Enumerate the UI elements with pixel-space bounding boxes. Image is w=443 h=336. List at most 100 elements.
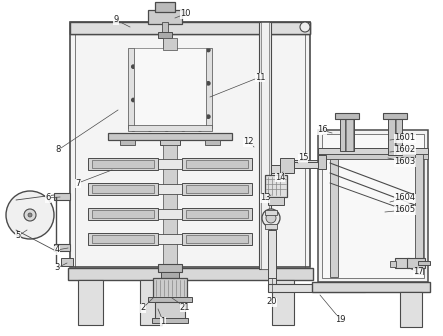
Bar (163, 145, 177, 270)
Bar (152, 318, 188, 323)
Circle shape (6, 191, 54, 239)
Text: 2: 2 (140, 303, 146, 312)
Bar (158, 184, 182, 194)
Bar (134, 48, 206, 125)
Bar (335, 113, 359, 119)
Bar (294, 162, 324, 168)
Bar (54, 193, 70, 200)
Bar (415, 154, 423, 274)
Bar (388, 117, 402, 155)
Text: 1604: 1604 (394, 194, 416, 203)
Text: 17: 17 (413, 267, 424, 277)
Bar (158, 32, 172, 38)
Bar (418, 261, 430, 265)
Bar (92, 160, 154, 168)
Text: 11: 11 (255, 73, 265, 82)
Text: 1603: 1603 (394, 158, 416, 167)
Bar (88, 183, 158, 195)
Bar (318, 130, 428, 282)
Bar (390, 261, 396, 267)
Bar (265, 224, 277, 229)
Bar (268, 230, 276, 280)
Bar (70, 22, 310, 34)
Text: 10: 10 (180, 9, 190, 18)
Bar (148, 297, 192, 302)
Bar (322, 134, 424, 278)
Bar (128, 48, 134, 128)
Bar (312, 282, 430, 292)
Bar (70, 22, 310, 267)
Text: 3: 3 (54, 263, 60, 272)
Bar (120, 140, 135, 145)
Circle shape (24, 209, 36, 221)
Circle shape (300, 22, 310, 32)
Bar (61, 258, 73, 266)
Bar (182, 158, 252, 170)
Bar (182, 233, 252, 245)
Bar (78, 280, 103, 325)
Text: 1602: 1602 (394, 145, 416, 155)
Bar (271, 165, 289, 173)
Text: 4: 4 (54, 246, 60, 254)
Bar (280, 158, 294, 173)
Bar (158, 209, 182, 219)
Bar (268, 284, 365, 292)
Bar (265, 175, 287, 197)
Bar (340, 117, 354, 151)
Bar (182, 183, 252, 195)
Circle shape (262, 209, 280, 227)
Bar (108, 133, 232, 140)
Text: 1601: 1601 (394, 133, 416, 142)
Bar (148, 10, 182, 24)
Text: 7: 7 (75, 178, 81, 187)
Bar (206, 48, 212, 128)
Text: 15: 15 (298, 154, 308, 163)
Bar (158, 159, 182, 169)
Bar (395, 258, 409, 268)
Bar (294, 160, 324, 168)
Text: 8: 8 (55, 145, 61, 155)
Bar (268, 278, 276, 286)
Bar (186, 210, 248, 218)
Bar (68, 268, 313, 280)
Bar (163, 38, 167, 54)
Bar (265, 210, 277, 215)
Bar (400, 292, 422, 327)
Bar (318, 148, 428, 154)
Text: 20: 20 (267, 297, 277, 306)
Bar (259, 22, 271, 269)
Bar (186, 235, 248, 243)
Bar (140, 280, 162, 325)
Text: 13: 13 (260, 194, 270, 203)
Bar (383, 113, 407, 119)
Circle shape (266, 213, 276, 223)
Bar (88, 233, 158, 245)
Text: 19: 19 (335, 314, 345, 324)
Bar (155, 2, 175, 12)
Text: 16: 16 (317, 126, 327, 134)
Bar (163, 38, 177, 50)
Bar (92, 235, 154, 243)
Text: 1605: 1605 (394, 206, 416, 214)
Bar (407, 258, 425, 268)
Bar (205, 140, 220, 145)
Text: 21: 21 (180, 302, 190, 311)
Bar (160, 140, 180, 145)
Bar (161, 272, 179, 278)
Text: 5: 5 (16, 232, 21, 241)
Bar (318, 155, 326, 169)
Bar (186, 185, 248, 193)
Bar (158, 234, 182, 244)
Bar (92, 210, 154, 218)
Bar (153, 278, 187, 298)
Text: 1: 1 (160, 317, 166, 326)
Bar (268, 197, 284, 205)
Bar (186, 160, 248, 168)
Text: 6: 6 (45, 194, 51, 203)
Bar (330, 159, 338, 277)
Circle shape (28, 213, 32, 217)
Text: 14: 14 (275, 172, 285, 181)
Text: 12: 12 (243, 137, 253, 146)
Bar (155, 302, 185, 320)
Bar (272, 280, 294, 325)
